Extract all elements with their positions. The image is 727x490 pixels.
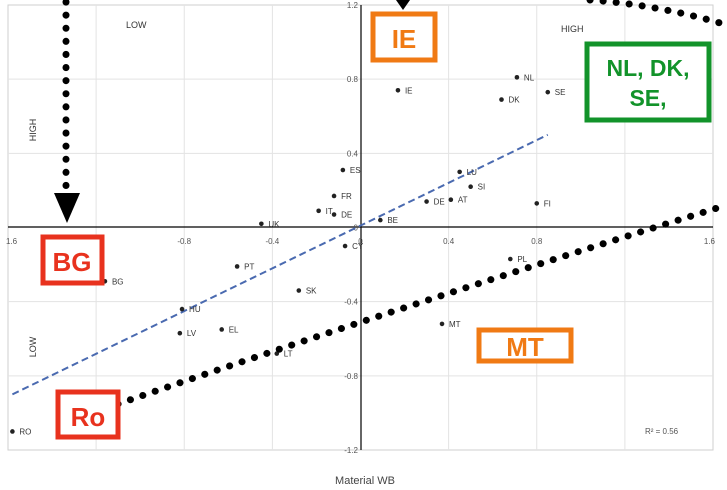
x-tick-label: 0.8 [531,237,543,246]
x-tick-label: 0 [358,237,363,246]
y-tick-label: -1.2 [344,446,358,455]
data-point-label: IT [326,207,333,216]
data-point [340,167,346,173]
x-axis-label: Material WB [335,475,395,487]
quadrant-label-top-right: HIGH [561,24,584,34]
x-tick-label: 0.4 [443,237,455,246]
dotted-line-ro-to-right [114,201,727,408]
quadrant-label-left-bottom: LOW [28,336,38,357]
data-point [468,184,473,190]
data-point-label: BG [112,277,124,286]
svg-text:NL, DK,: NL, DK, [606,55,689,81]
y-tick-label: -0.4 [344,298,358,307]
data-point-label: PL [517,255,527,264]
data-point [545,89,551,95]
callout-ro: Ro [55,389,121,440]
data-point [395,87,401,93]
data-point [378,217,383,223]
data-point [508,256,513,262]
svg-text:Ro: Ro [71,402,106,432]
callout-nl-dk-se: NL, DK, SE, [584,41,712,123]
data-point-label: SE [555,88,566,97]
data-point-label: FI [544,199,551,208]
svg-text:SE,: SE, [629,85,666,111]
x-tick-label: -0.8 [177,237,191,246]
data-point-label: SK [306,287,317,296]
data-point [514,75,520,80]
arrow-head-down-icon [54,193,80,223]
data-point [457,169,462,175]
data-point [439,321,445,327]
data-point [448,197,454,202]
data-point-label: DK [509,96,521,105]
data-point-label: AT [458,196,468,205]
x-tick-label: -0.4 [265,237,279,246]
data-point-label: SI [478,183,486,192]
data-point-label: LV [187,329,197,338]
data-point-label: HU [189,305,201,314]
data-point [296,288,302,293]
data-point [179,306,185,312]
data-point [331,212,337,217]
data-point-label: RO [19,427,31,436]
data-point-label: BE [387,216,398,225]
x-tick-label: 1.6 [704,237,716,246]
data-point [534,201,540,206]
callout-bg: BG [40,234,105,286]
data-point-label: CY [352,242,364,251]
y-tick-label: 1.2 [347,1,359,10]
data-point [316,208,321,214]
data-point-label: DE [341,211,352,220]
callout-ie: IE [370,11,438,63]
arrow-head-ie-icon [396,0,410,10]
x-tick-label: 1.6 [6,237,18,246]
data-point-label: EL [229,325,239,334]
data-point [219,327,225,332]
data-point [177,330,183,336]
data-point [424,199,429,204]
data-point [342,243,348,249]
callout-mt: MT [476,327,574,364]
y-tick-label: -0.8 [344,372,358,381]
data-point [10,429,15,434]
data-point [234,264,240,269]
data-point-label: LU [467,168,477,177]
data-point [331,193,337,199]
y-tick-label: 0.8 [347,75,359,84]
data-point-label: UK [268,220,280,229]
r-squared-label: R² = 0.56 [645,427,679,436]
trend-line [11,133,549,396]
dotted-curve-top-right [586,0,727,29]
data-point-label: DE [434,198,445,207]
data-point [259,221,264,227]
quadrant-label-left-top: HIGH [28,119,38,142]
quadrant-label-top-left: LOW [126,20,147,30]
data-point-label: ES [350,166,361,175]
y-tick-label: 0 [354,224,359,233]
svg-text:BG: BG [53,247,92,277]
data-point-label: MT [449,320,461,329]
data-point-label: LT [284,350,293,359]
y-tick-label: 0.4 [347,149,359,158]
svg-text:MT: MT [506,332,544,362]
data-point-label: PT [244,262,254,271]
svg-text:IE: IE [392,24,417,54]
data-point-label: NL [524,73,535,82]
data-point-label: FR [341,192,352,201]
data-point [499,97,504,102]
data-point-label: IE [405,86,413,95]
